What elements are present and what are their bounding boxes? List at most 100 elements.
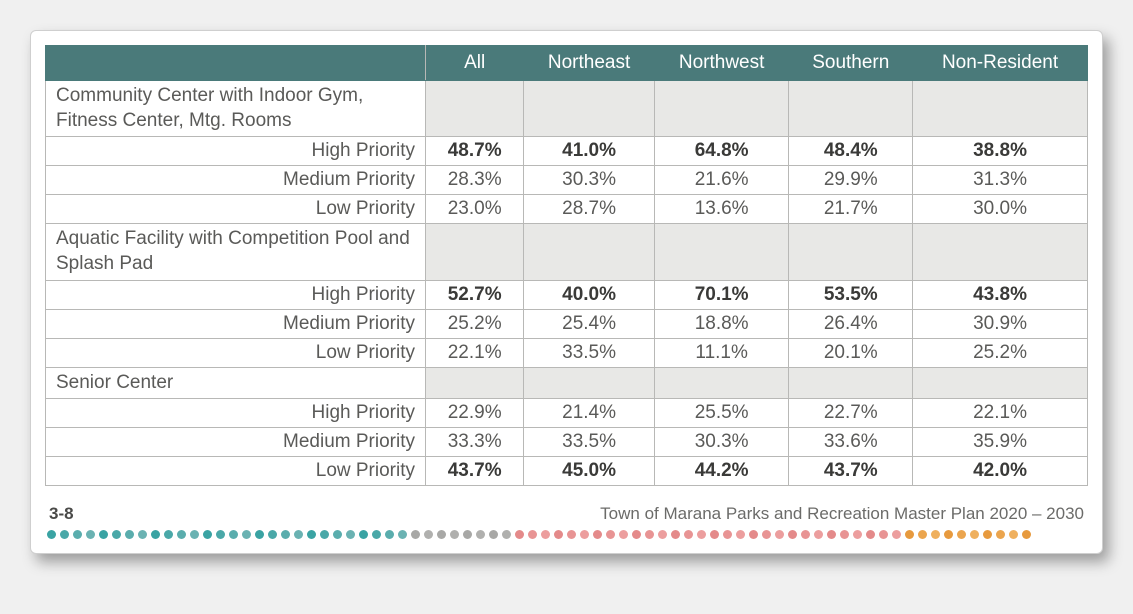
header-col-all: All [426, 46, 524, 81]
table-row: Medium Priority25.2%25.4%18.8%26.4%30.9% [46, 309, 1088, 338]
decor-dot [450, 530, 459, 539]
decor-dot [905, 530, 914, 539]
decor-dot [1022, 530, 1031, 539]
section-spacer-cell [789, 224, 913, 280]
section-title: Community Center with Indoor Gym, Fitnes… [46, 80, 426, 136]
decor-dot [138, 530, 147, 539]
data-cell: 40.0% [524, 280, 655, 309]
data-cell: 31.3% [913, 166, 1088, 195]
section-spacer-cell [789, 367, 913, 399]
data-cell: 22.9% [426, 399, 524, 428]
data-cell: 35.9% [913, 428, 1088, 457]
data-cell: 33.6% [789, 428, 913, 457]
decor-dot [840, 530, 849, 539]
table-row: High Priority22.9%21.4%25.5%22.7%22.1% [46, 399, 1088, 428]
data-cell: 28.7% [524, 195, 655, 224]
decor-dot [710, 530, 719, 539]
section-header-row: Senior Center [46, 367, 1088, 399]
section-header-row: Community Center with Indoor Gym, Fitnes… [46, 80, 1088, 136]
table-body: Community Center with Indoor Gym, Fitnes… [46, 80, 1088, 485]
decor-dot [970, 530, 979, 539]
decor-dot [268, 530, 277, 539]
header-blank [46, 46, 426, 81]
data-cell: 20.1% [789, 338, 913, 367]
decor-dot [866, 530, 875, 539]
decor-dot [983, 530, 992, 539]
decor-dot [398, 530, 407, 539]
footer-caption: Town of Marana Parks and Recreation Mast… [600, 504, 1084, 524]
decor-dot [957, 530, 966, 539]
decor-dot [814, 530, 823, 539]
data-cell: 33.5% [524, 338, 655, 367]
data-cell: 30.3% [524, 166, 655, 195]
header-col-nonresident: Non-Resident [913, 46, 1088, 81]
priority-table: All Northeast Northwest Southern Non-Res… [45, 45, 1088, 486]
decor-dot [190, 530, 199, 539]
decor-dot [762, 530, 771, 539]
decor-dot [723, 530, 732, 539]
row-label: High Priority [46, 280, 426, 309]
decor-dot [99, 530, 108, 539]
data-cell: 22.7% [789, 399, 913, 428]
header-col-northeast: Northeast [524, 46, 655, 81]
document-card: All Northeast Northwest Southern Non-Res… [30, 30, 1103, 554]
decor-dot [827, 530, 836, 539]
data-cell: 18.8% [654, 309, 789, 338]
decor-dot [359, 530, 368, 539]
decor-dot [255, 530, 264, 539]
data-cell: 13.6% [654, 195, 789, 224]
decor-dot [489, 530, 498, 539]
row-label: Low Priority [46, 457, 426, 486]
header-col-northwest: Northwest [654, 46, 789, 81]
data-cell: 70.1% [654, 280, 789, 309]
decor-dot [411, 530, 420, 539]
section-spacer-cell [913, 224, 1088, 280]
data-cell: 21.6% [654, 166, 789, 195]
section-spacer-cell [426, 80, 524, 136]
decor-dot [216, 530, 225, 539]
decor-dot [437, 530, 446, 539]
decor-dot [333, 530, 342, 539]
section-spacer-cell [524, 224, 655, 280]
row-label: Medium Priority [46, 309, 426, 338]
decor-dot [151, 530, 160, 539]
decor-dot [996, 530, 1005, 539]
decor-dot [1009, 530, 1018, 539]
decor-dot [749, 530, 758, 539]
data-cell: 44.2% [654, 457, 789, 486]
table-row: Medium Priority33.3%33.5%30.3%33.6%35.9% [46, 428, 1088, 457]
section-spacer-cell [654, 224, 789, 280]
row-label: Low Priority [46, 338, 426, 367]
decor-dot [580, 530, 589, 539]
table-row: Medium Priority28.3%30.3%21.6%29.9%31.3% [46, 166, 1088, 195]
decor-dot [931, 530, 940, 539]
decor-dot [619, 530, 628, 539]
section-spacer-cell [654, 367, 789, 399]
section-spacer-cell [426, 224, 524, 280]
data-cell: 33.3% [426, 428, 524, 457]
row-label: Medium Priority [46, 428, 426, 457]
decor-dot [593, 530, 602, 539]
decor-dot [918, 530, 927, 539]
table-row: Low Priority23.0%28.7%13.6%21.7%30.0% [46, 195, 1088, 224]
decor-dot [281, 530, 290, 539]
data-cell: 43.7% [426, 457, 524, 486]
data-cell: 64.8% [654, 137, 789, 166]
row-label: High Priority [46, 137, 426, 166]
decor-dot [463, 530, 472, 539]
data-cell: 25.2% [426, 309, 524, 338]
decor-dot [385, 530, 394, 539]
table-row: Low Priority22.1%33.5%11.1%20.1%25.2% [46, 338, 1088, 367]
data-cell: 23.0% [426, 195, 524, 224]
data-cell: 33.5% [524, 428, 655, 457]
table-row: High Priority52.7%40.0%70.1%53.5%43.8% [46, 280, 1088, 309]
decor-dot [47, 530, 56, 539]
section-spacer-cell [913, 80, 1088, 136]
data-cell: 48.7% [426, 137, 524, 166]
decor-dot [424, 530, 433, 539]
data-cell: 48.4% [789, 137, 913, 166]
decor-dot [177, 530, 186, 539]
data-cell: 22.1% [913, 399, 1088, 428]
decor-dot [294, 530, 303, 539]
decor-dot [164, 530, 173, 539]
